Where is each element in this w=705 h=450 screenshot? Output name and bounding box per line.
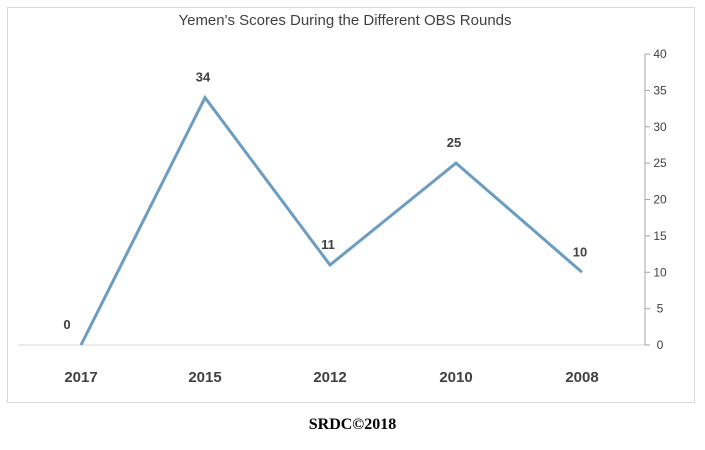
x-tick-label: 2012 bbox=[313, 369, 346, 386]
data-label: 34 bbox=[196, 70, 211, 85]
y-tick-label: 10 bbox=[653, 265, 667, 279]
y-tick-label: 25 bbox=[653, 156, 667, 170]
y-tick-label: 30 bbox=[653, 120, 667, 134]
series-line bbox=[79, 94, 583, 346]
data-label: 11 bbox=[321, 237, 335, 252]
data-label: 10 bbox=[573, 244, 587, 259]
chart-title: Yemen's Scores During the Different OBS … bbox=[178, 12, 511, 29]
footer-credit: SRDC©2018 bbox=[308, 416, 397, 433]
y-tick-label: 35 bbox=[653, 83, 667, 97]
data-labels: 0 34 11 25 10 bbox=[63, 70, 587, 332]
y-tick-label: 0 bbox=[657, 338, 664, 352]
data-label: 0 bbox=[63, 317, 70, 332]
series-layer bbox=[79, 94, 583, 346]
y-tick-label: 15 bbox=[653, 229, 667, 243]
x-tick-label: 2015 bbox=[188, 369, 221, 386]
y-tick-label: 20 bbox=[653, 193, 667, 207]
data-label: 25 bbox=[447, 135, 461, 150]
line-chart: Yemen's Scores During the Different OBS … bbox=[18, 12, 667, 386]
x-tick-label: 2010 bbox=[439, 369, 472, 386]
x-tick-label: 2008 bbox=[565, 369, 598, 386]
chart-frame bbox=[7, 7, 695, 403]
y-tick-label: 5 bbox=[657, 302, 664, 316]
x-tick-label: 2017 bbox=[64, 369, 97, 386]
axes: 0 5 10 15 20 25 30 35 40 2017 2015 2012 2010 2008 bbox=[18, 47, 667, 386]
y-tick-label: 40 bbox=[653, 47, 667, 61]
